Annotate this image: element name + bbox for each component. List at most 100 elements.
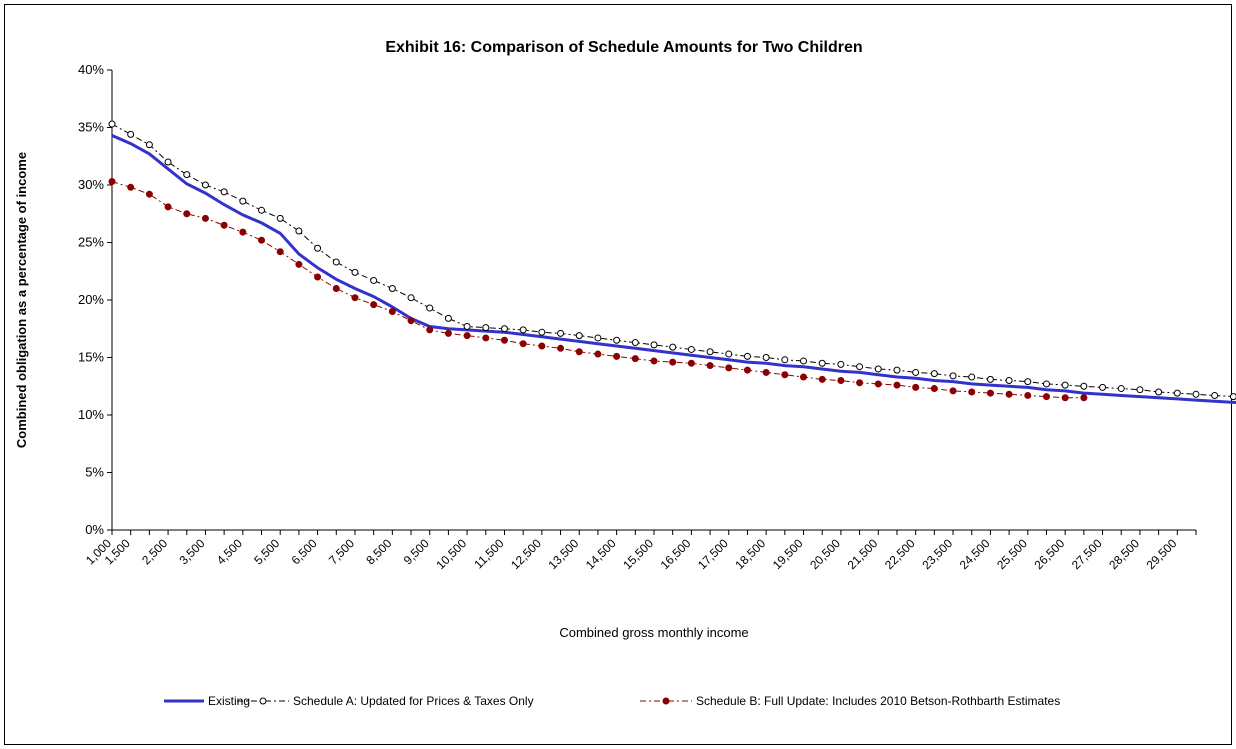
x-tick-label: 24,500 bbox=[957, 536, 993, 572]
data-point bbox=[631, 355, 639, 363]
data-point bbox=[183, 171, 191, 179]
data-point bbox=[669, 358, 677, 366]
x-tick-label: 21,500 bbox=[845, 536, 881, 572]
y-tick-label: 0% bbox=[85, 522, 104, 537]
data-point bbox=[687, 359, 695, 367]
y-ticks: 0% 5% 10% 15% 20% 25% 30% 35% 40% bbox=[78, 62, 112, 537]
x-tick-label: 8,500 bbox=[363, 536, 394, 567]
data-point bbox=[650, 341, 658, 349]
data-point bbox=[1024, 378, 1032, 386]
series-2 bbox=[108, 178, 1088, 402]
x-tick-label: 5,500 bbox=[251, 536, 282, 567]
legend-item-2: Schedule B: Full Update: Includes 2010 B… bbox=[640, 694, 1060, 708]
data-point bbox=[1080, 394, 1088, 402]
x-tick-label: 13,500 bbox=[546, 536, 582, 572]
data-point bbox=[164, 203, 172, 211]
y-tick-label: 25% bbox=[78, 235, 104, 250]
data-point bbox=[725, 350, 733, 358]
x-tick-label: 17,500 bbox=[695, 536, 731, 572]
data-point bbox=[557, 329, 565, 337]
data-point bbox=[482, 334, 490, 342]
legend-marker bbox=[662, 697, 670, 705]
data-point bbox=[575, 348, 583, 356]
data-point bbox=[725, 364, 733, 372]
data-point bbox=[743, 366, 751, 374]
data-point bbox=[594, 350, 602, 358]
data-point bbox=[893, 381, 901, 389]
data-point bbox=[968, 388, 976, 396]
x-tick-label: 7,500 bbox=[326, 536, 357, 567]
data-point bbox=[388, 308, 396, 315]
data-point bbox=[818, 375, 826, 383]
data-point bbox=[874, 380, 882, 388]
x-tick-label: 2,500 bbox=[139, 536, 170, 567]
data-point bbox=[201, 214, 209, 222]
data-point bbox=[1005, 390, 1013, 398]
data-point bbox=[314, 273, 322, 281]
x-tick-label: 10,500 bbox=[433, 536, 469, 572]
x-tick-label: 22,500 bbox=[882, 536, 918, 572]
data-point bbox=[1211, 391, 1219, 399]
data-point bbox=[687, 345, 695, 353]
x-tick-label: 26,500 bbox=[1031, 536, 1067, 572]
data-point bbox=[127, 130, 135, 138]
data-point bbox=[1024, 391, 1032, 399]
data-point bbox=[949, 372, 957, 380]
data-point bbox=[388, 285, 396, 292]
data-point bbox=[519, 340, 527, 348]
data-point bbox=[220, 221, 228, 229]
data-point bbox=[575, 332, 583, 340]
data-point bbox=[444, 329, 452, 337]
data-point bbox=[781, 371, 789, 379]
axes bbox=[111, 70, 1196, 531]
y-tick-label: 30% bbox=[78, 177, 104, 192]
data-point bbox=[893, 366, 901, 374]
data-point bbox=[986, 375, 994, 383]
legend-label: Schedule B: Full Update: Includes 2010 B… bbox=[696, 694, 1060, 708]
data-point bbox=[220, 188, 228, 196]
data-point bbox=[1061, 394, 1069, 402]
data-point bbox=[519, 326, 527, 334]
series-0 bbox=[111, 134, 1236, 405]
data-point bbox=[631, 339, 639, 347]
x-tick-label: 29,500 bbox=[1144, 536, 1180, 572]
x-tick-label: 15,500 bbox=[620, 536, 656, 572]
data-point bbox=[332, 258, 340, 266]
series-line bbox=[111, 134, 1236, 405]
data-point bbox=[762, 354, 770, 361]
data-point bbox=[874, 365, 882, 373]
y-tick-label: 10% bbox=[78, 407, 104, 422]
data-point bbox=[706, 362, 714, 370]
x-tick-label: 3,500 bbox=[176, 536, 207, 567]
y-tick-label: 5% bbox=[85, 465, 104, 480]
x-tick-label: 14,500 bbox=[583, 536, 619, 572]
y-tick-label: 15% bbox=[78, 350, 104, 365]
legend-label: Existing bbox=[208, 694, 250, 708]
data-point bbox=[968, 373, 976, 381]
data-point bbox=[201, 181, 209, 189]
data-point bbox=[500, 325, 508, 333]
x-tick-label: 25,500 bbox=[994, 536, 1030, 572]
series-layer bbox=[108, 120, 1236, 405]
data-point bbox=[800, 373, 808, 381]
y-tick-label: 20% bbox=[78, 292, 104, 307]
x-tick-label: 4,500 bbox=[214, 536, 245, 567]
data-point bbox=[856, 379, 864, 387]
data-point bbox=[613, 352, 621, 360]
x-tick-label: 23,500 bbox=[919, 536, 955, 572]
data-point bbox=[1099, 383, 1107, 391]
data-point bbox=[837, 377, 845, 384]
data-point bbox=[1005, 377, 1013, 384]
x-tick-label: 12,500 bbox=[508, 536, 544, 572]
data-point bbox=[276, 214, 284, 222]
chart-title: Exhibit 16: Comparison of Schedule Amoun… bbox=[385, 39, 862, 56]
data-point bbox=[800, 357, 808, 365]
data-point bbox=[538, 342, 546, 350]
legend-item-0: Existing bbox=[164, 694, 250, 708]
data-point bbox=[1042, 380, 1050, 388]
data-point bbox=[407, 294, 415, 302]
x-tick-label: 27,500 bbox=[1069, 536, 1105, 572]
x-tick-label: 28,500 bbox=[1106, 536, 1142, 572]
data-point bbox=[1155, 388, 1163, 396]
